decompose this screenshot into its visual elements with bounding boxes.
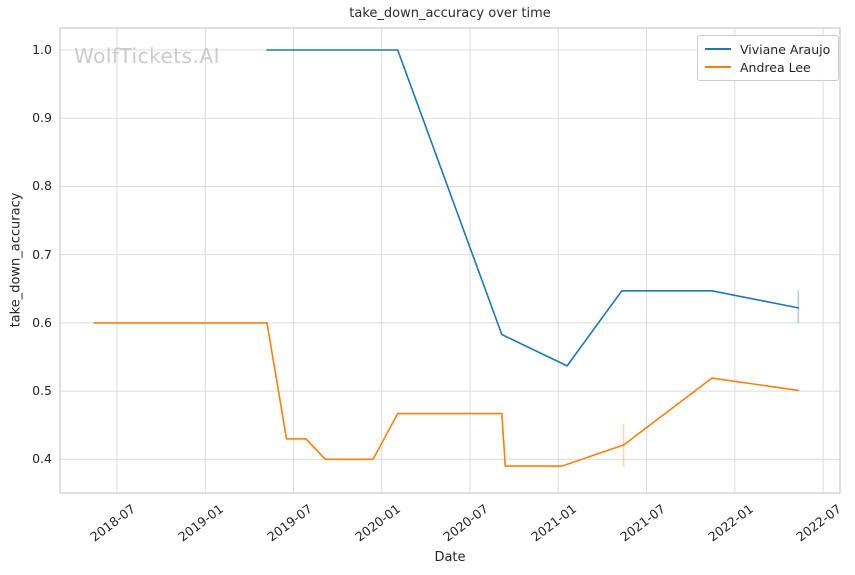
y-axis-label: take_down_accuracy [8, 192, 24, 328]
y-tick-label: 0.7 [32, 246, 52, 262]
legend-item-label: Andrea Lee [740, 59, 811, 75]
plot-border [59, 27, 841, 494]
legend-line-sample [705, 65, 731, 69]
series-line-andrea-lee [93, 322, 800, 467]
series-line-viviane-araujo [266, 49, 800, 367]
legend-item: Andrea Lee [705, 58, 830, 76]
watermark-text: WolfTickets.AI [74, 44, 220, 68]
legend-item-label: Viviane Araujo [740, 41, 831, 57]
legend-item: Viviane Araujo [705, 40, 830, 58]
legend-line-sample [705, 47, 731, 51]
y-tick-label: 0.8 [32, 178, 52, 194]
y-tick-label: 1.0 [32, 42, 52, 58]
legend: Viviane Araujo Andrea Lee [697, 35, 840, 81]
y-tick-label: 0.9 [32, 110, 52, 126]
x-axis-label: Date [434, 550, 466, 565]
y-tick-label: 0.6 [32, 314, 52, 330]
chart-title: take_down_accuracy over time [349, 6, 551, 21]
y-tick-label: 0.4 [32, 451, 52, 467]
y-tick-label: 0.5 [32, 383, 52, 399]
